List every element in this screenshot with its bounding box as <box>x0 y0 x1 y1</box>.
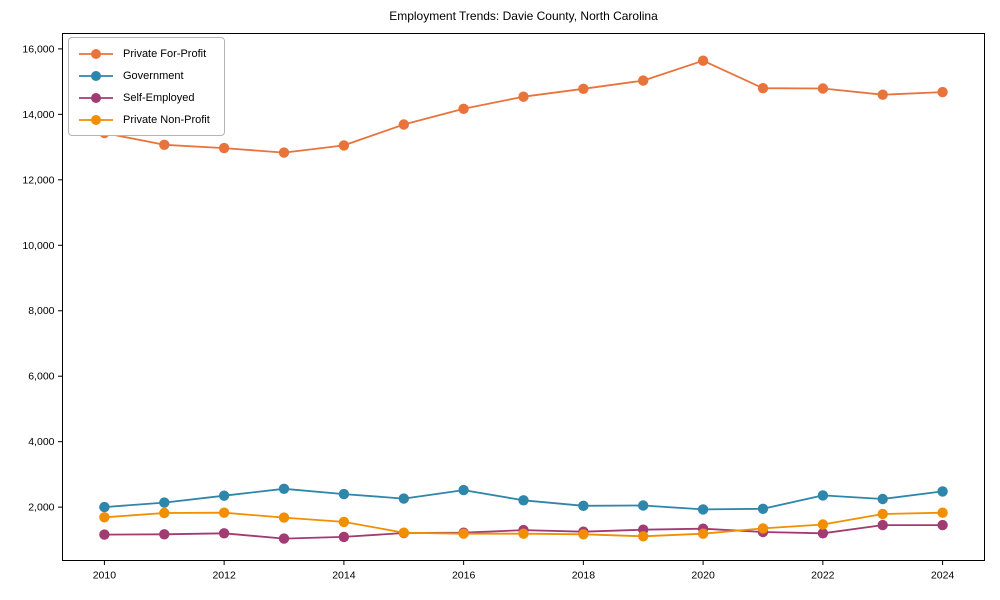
plot-frame <box>62 33 985 561</box>
series-marker <box>99 512 110 523</box>
series-marker <box>278 512 290 523</box>
series-marker <box>697 504 709 515</box>
series-marker <box>458 484 469 496</box>
series-marker <box>338 516 350 528</box>
series-marker <box>757 523 769 534</box>
series-marker <box>877 508 888 520</box>
series-marker <box>518 91 529 102</box>
y-tick-label: 16,000 <box>22 43 54 55</box>
series-marker <box>937 507 948 518</box>
y-tick-label: 14,000 <box>22 109 54 121</box>
series-marker <box>578 83 589 95</box>
legend-item: Private Non-Profit <box>78 111 210 128</box>
legend-label: Private For-Profit <box>123 47 207 60</box>
series-marker <box>218 507 230 518</box>
legend-item: Government <box>78 67 210 84</box>
y-tick-label: 4,000 <box>28 436 54 448</box>
series-marker <box>817 490 829 501</box>
chart-title: Employment Trends: Davie County, North C… <box>389 9 658 23</box>
series-marker <box>757 503 769 514</box>
y-tick-label: 8,000 <box>28 305 54 317</box>
x-tick-label: 2016 <box>452 570 476 582</box>
y-tick-label: 12,000 <box>22 174 54 186</box>
legend-label: Private Non-Profit <box>123 113 210 126</box>
series-marker <box>278 483 290 494</box>
series-marker <box>817 519 829 530</box>
series-marker <box>99 529 110 540</box>
series-marker <box>518 528 529 539</box>
series-marker <box>278 533 290 544</box>
series-marker <box>697 528 709 539</box>
series-marker <box>159 139 170 150</box>
legend-label: Government <box>123 69 184 82</box>
series-marker <box>398 119 409 130</box>
x-tick-label: 2024 <box>931 570 955 582</box>
series-line <box>104 59 943 154</box>
legend-line-marker-icon <box>79 70 113 81</box>
series-marker <box>398 493 409 504</box>
series-marker <box>278 147 290 158</box>
series-marker <box>218 142 230 154</box>
series-marker <box>817 528 829 539</box>
series-marker <box>817 83 829 94</box>
legend-item: Private For-Profit <box>78 45 210 62</box>
series-marker <box>937 519 948 531</box>
x-tick-label: 2014 <box>332 570 356 582</box>
series-marker <box>877 89 888 100</box>
legend-line-marker-icon <box>79 92 113 103</box>
x-tick-label: 2022 <box>811 570 835 582</box>
series-marker <box>159 529 170 540</box>
series-marker <box>218 490 230 501</box>
legend-label: Self-Employed <box>123 91 195 104</box>
series-marker <box>578 500 589 511</box>
series-marker <box>877 493 888 505</box>
legend-line-marker-icon <box>79 114 113 125</box>
series-marker <box>638 75 649 86</box>
x-tick-label: 2020 <box>691 570 715 582</box>
series-marker <box>159 507 170 519</box>
x-tick-label: 2010 <box>93 570 117 582</box>
series-marker <box>518 495 529 506</box>
series-marker <box>398 527 409 538</box>
series-marker <box>458 103 469 115</box>
series-marker <box>458 528 469 539</box>
series-marker <box>99 501 110 513</box>
legend-item: Self-Employed <box>78 89 210 106</box>
x-tick-label: 2018 <box>572 570 596 582</box>
series-marker <box>757 83 769 94</box>
series-marker <box>159 497 170 508</box>
series-marker <box>638 500 649 511</box>
series-marker <box>338 140 350 151</box>
series-marker <box>937 486 948 497</box>
y-tick-label: 2,000 <box>28 502 54 514</box>
series-marker <box>338 531 350 543</box>
series-marker <box>697 55 709 66</box>
series-marker <box>578 529 589 540</box>
series-marker <box>877 519 888 531</box>
legend: Private For-Profit Government Self-Employe… <box>68 37 225 136</box>
y-tick-label: 6,000 <box>28 371 54 383</box>
y-tick-label: 10,000 <box>22 240 54 252</box>
series-marker <box>218 528 230 539</box>
series-marker <box>937 86 948 98</box>
series-marker <box>338 488 350 500</box>
x-tick-label: 2012 <box>212 570 236 582</box>
series-marker <box>638 531 649 542</box>
legend-line-marker-icon <box>79 48 113 59</box>
